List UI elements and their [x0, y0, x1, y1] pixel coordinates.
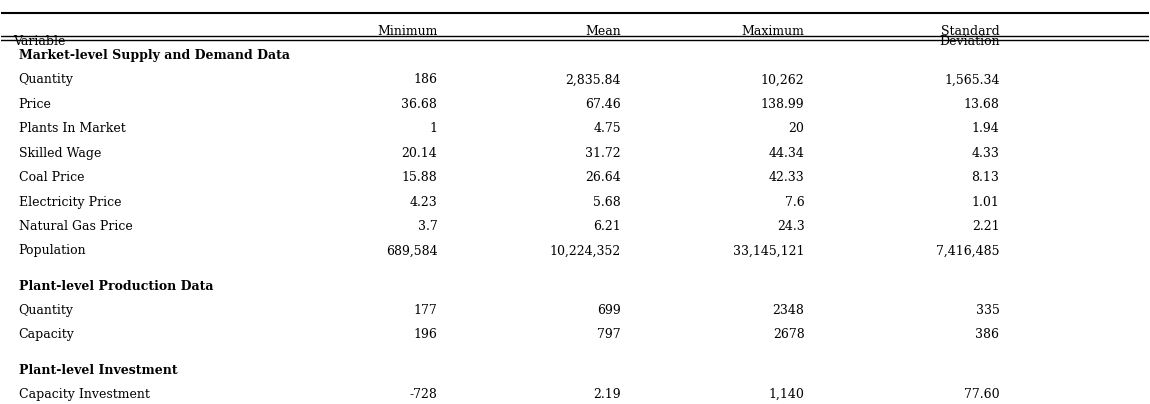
Text: 1,140: 1,140 — [768, 388, 805, 401]
Text: 2348: 2348 — [773, 304, 805, 317]
Text: 138.99: 138.99 — [761, 98, 805, 111]
Text: 1.94: 1.94 — [972, 122, 999, 135]
Text: 7,416,485: 7,416,485 — [936, 244, 999, 257]
Text: 31.72: 31.72 — [585, 147, 621, 160]
Text: Quantity: Quantity — [18, 304, 74, 317]
Text: 335: 335 — [975, 304, 999, 317]
Text: 36.68: 36.68 — [401, 98, 437, 111]
Text: 44.34: 44.34 — [768, 147, 805, 160]
Text: 67.46: 67.46 — [585, 98, 621, 111]
Text: 4.75: 4.75 — [593, 122, 621, 135]
Text: Natural Gas Price: Natural Gas Price — [18, 220, 132, 233]
Text: Mean: Mean — [585, 25, 621, 38]
Text: 797: 797 — [597, 328, 621, 341]
Text: 699: 699 — [597, 304, 621, 317]
Text: 2,835.84: 2,835.84 — [566, 74, 621, 86]
Text: 1.01: 1.01 — [972, 196, 999, 208]
Text: 33,145,121: 33,145,121 — [733, 244, 805, 257]
Text: Electricity Price: Electricity Price — [18, 196, 121, 208]
Text: Plant-level Investment: Plant-level Investment — [18, 364, 177, 377]
Text: 196: 196 — [414, 328, 437, 341]
Text: 1: 1 — [429, 122, 437, 135]
Text: 689,584: 689,584 — [385, 244, 437, 257]
Text: 7.6: 7.6 — [784, 196, 805, 208]
Text: Plant-level Production Data: Plant-level Production Data — [18, 280, 213, 292]
Text: 4.33: 4.33 — [972, 147, 999, 160]
Text: Maximum: Maximum — [742, 25, 805, 38]
Text: 10,262: 10,262 — [761, 74, 805, 86]
Text: 3.7: 3.7 — [417, 220, 437, 233]
Text: Standard: Standard — [941, 25, 999, 38]
Text: 10,224,352: 10,224,352 — [550, 244, 621, 257]
Text: Minimum: Minimum — [377, 25, 437, 38]
Text: Deviation: Deviation — [938, 35, 999, 48]
Text: 20.14: 20.14 — [401, 147, 437, 160]
Text: 1,565.34: 1,565.34 — [944, 74, 999, 86]
Text: Capacity: Capacity — [18, 328, 75, 341]
Text: Skilled Wage: Skilled Wage — [18, 147, 101, 160]
Text: Variable: Variable — [13, 35, 66, 48]
Text: Quantity: Quantity — [18, 74, 74, 86]
Text: 6.21: 6.21 — [593, 220, 621, 233]
Text: 5.68: 5.68 — [593, 196, 621, 208]
Text: Population: Population — [18, 244, 86, 257]
Text: Plants In Market: Plants In Market — [18, 122, 125, 135]
Text: 2.19: 2.19 — [593, 388, 621, 401]
Text: 186: 186 — [413, 74, 437, 86]
Text: 386: 386 — [975, 328, 999, 341]
Text: 4.23: 4.23 — [409, 196, 437, 208]
Text: -728: -728 — [409, 388, 437, 401]
Text: 26.64: 26.64 — [585, 171, 621, 184]
Text: 77.60: 77.60 — [964, 388, 999, 401]
Text: Capacity Investment: Capacity Investment — [18, 388, 150, 401]
Text: 177: 177 — [414, 304, 437, 317]
Text: Market-level Supply and Demand Data: Market-level Supply and Demand Data — [18, 49, 290, 62]
Text: 8.13: 8.13 — [972, 171, 999, 184]
Text: 42.33: 42.33 — [768, 171, 805, 184]
Text: 2678: 2678 — [773, 328, 805, 341]
Text: Price: Price — [18, 98, 52, 111]
Text: 2.21: 2.21 — [972, 220, 999, 233]
Text: Coal Price: Coal Price — [18, 171, 84, 184]
Text: 13.68: 13.68 — [964, 98, 999, 111]
Text: 15.88: 15.88 — [401, 171, 437, 184]
Text: 20: 20 — [789, 122, 805, 135]
Text: 24.3: 24.3 — [776, 220, 805, 233]
